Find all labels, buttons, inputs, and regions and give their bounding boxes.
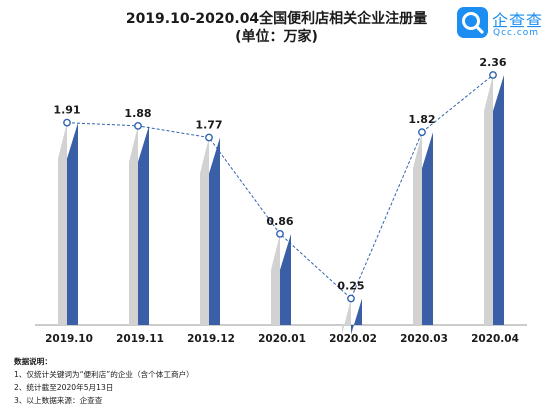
data-label: 1.88: [124, 107, 151, 120]
data-notes: 数据说明： 1、仅统计关键词为“便利店”的企业（含个体工商户） 2、统计截至20…: [14, 355, 194, 407]
bar: [138, 125, 149, 325]
bar-line-chart: 2019.10 2019.11 2019.12 2020.01 2020.02 2020.…: [35, 56, 527, 345]
point-marker: [134, 121, 142, 130]
point-marker: [63, 118, 71, 127]
bar-side: [342, 298, 351, 335]
qcc-logo: 企查查 Qcc.com: [453, 4, 549, 44]
bar-side: [484, 75, 493, 325]
bar-side: [413, 132, 422, 325]
chart-title: 2019.10-2020.04全国便利店相关企业注册量: [125, 11, 428, 27]
point-marker: [205, 133, 213, 142]
notes-heading: 数据说明：: [14, 357, 52, 366]
data-label: 0.25: [337, 280, 364, 293]
bar: [209, 137, 220, 325]
bar: [351, 298, 362, 335]
bar: [67, 122, 78, 325]
notes-item: 2、统计截至2020年5月13日: [14, 383, 114, 392]
data-label: 1.82: [408, 113, 435, 126]
logo-name: 企查查: [492, 11, 544, 30]
data-label: 2.36: [479, 56, 506, 69]
x-tick-label: 2020.03: [400, 333, 448, 345]
point-marker: [276, 229, 284, 238]
bar-side: [129, 125, 138, 325]
x-tick-label: 2019.10: [45, 333, 93, 345]
notes-item: 1、仅统计关键词为“便利店”的企业（含个体工商户）: [14, 370, 194, 379]
x-tick-label: 2019.11: [116, 333, 164, 345]
bar: [422, 132, 433, 325]
point-marker: [347, 294, 355, 303]
x-tick-label: 2020.04: [471, 333, 519, 345]
point-marker: [418, 128, 426, 137]
data-label: 0.86: [266, 215, 293, 228]
x-tick-label: 2020.02: [329, 333, 377, 345]
notes-item: 3、以上数据来源：企查查: [14, 396, 103, 405]
data-label: 1.91: [53, 104, 80, 117]
bar: [280, 233, 291, 325]
data-label: 1.77: [195, 119, 222, 132]
bar: [493, 75, 504, 325]
x-tick-label: 2020.01: [258, 333, 306, 345]
bar-side: [271, 233, 280, 325]
chart-subtitle: (单位：万家): [235, 29, 318, 45]
bar-side: [200, 137, 209, 325]
logo-domain: Qcc.com: [493, 28, 540, 38]
magnifier-logo-icon: [457, 7, 488, 38]
point-marker: [489, 71, 497, 79]
bar-side: [58, 122, 67, 325]
x-tick-label: 2019.12: [187, 333, 235, 345]
